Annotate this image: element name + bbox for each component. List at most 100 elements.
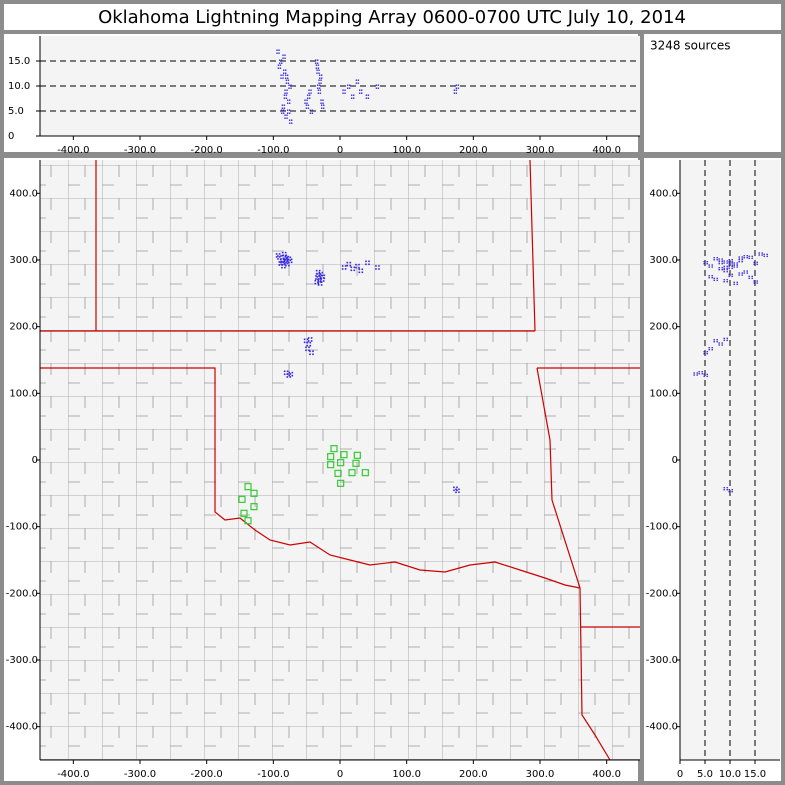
source-zy <box>726 269 728 271</box>
source-plan <box>317 279 320 282</box>
source-zy <box>723 260 725 262</box>
source-plan <box>286 373 289 375</box>
source-xz <box>342 89 344 91</box>
source-zy <box>756 261 758 264</box>
source-plan <box>350 269 353 272</box>
source-zy <box>723 265 725 268</box>
source-xz <box>357 79 360 81</box>
source-xz <box>291 119 293 121</box>
source-plan <box>281 251 284 254</box>
source-zy <box>731 265 733 268</box>
source-plan <box>286 376 289 378</box>
source-zy <box>728 273 730 276</box>
source-zy <box>723 487 725 489</box>
source-zy <box>723 269 725 271</box>
source-zy <box>711 275 713 277</box>
source-xz <box>309 112 312 114</box>
source-zy <box>703 375 705 378</box>
source-plan <box>319 280 322 282</box>
source-zy <box>711 349 713 351</box>
source-xz <box>285 69 287 71</box>
source-xz <box>316 69 318 71</box>
source-xz <box>286 92 288 94</box>
source-zy <box>706 263 708 265</box>
source-xz <box>277 67 280 69</box>
source-plan <box>358 268 361 271</box>
source-xz <box>455 89 458 91</box>
source-zy <box>728 264 730 266</box>
z-tick-label: 0 <box>677 769 683 780</box>
source-xz <box>455 92 458 94</box>
source-plan <box>361 271 364 274</box>
source-plan <box>306 338 309 341</box>
source-zy <box>726 339 728 342</box>
source-plan <box>307 340 310 342</box>
source-plan <box>321 274 324 277</box>
x-tick-label: 200.0 <box>459 145 488 156</box>
y-tick-label: -100.0 <box>6 522 38 533</box>
source-zy <box>718 344 720 346</box>
y-tick-label: 100.0 <box>9 388 38 399</box>
source-zy <box>718 261 720 263</box>
source-xz <box>375 87 378 89</box>
source-zy <box>726 281 728 283</box>
source-zy <box>753 280 755 282</box>
source-zy <box>758 254 760 256</box>
y-tick-label: -200.0 <box>6 588 38 599</box>
source-plan <box>285 254 288 257</box>
source-xz <box>359 89 361 91</box>
source-xz <box>276 52 278 54</box>
source-plan <box>353 269 356 272</box>
source-xz <box>284 89 286 91</box>
source-xz <box>282 54 284 56</box>
source-zy <box>733 281 735 284</box>
source-zy <box>746 257 748 259</box>
source-plan <box>312 353 314 356</box>
source-zy <box>738 272 740 274</box>
x-tick-label: 400.0 <box>592 769 621 780</box>
source-xz <box>285 74 287 76</box>
source-zy <box>701 371 703 373</box>
source-plan <box>344 265 347 267</box>
source-plan <box>284 258 287 261</box>
source-plan <box>344 268 347 270</box>
source-plan <box>318 269 321 272</box>
source-plan <box>314 282 317 285</box>
source-zy <box>726 267 728 270</box>
source-xz <box>287 79 290 81</box>
source-xz <box>288 84 290 86</box>
station <box>353 451 361 459</box>
source-zy <box>756 280 758 282</box>
source-xz <box>323 107 325 109</box>
source-zy <box>738 258 740 260</box>
source-zy <box>711 277 713 279</box>
source-zy <box>733 262 735 264</box>
source-xz <box>281 112 283 114</box>
source-plan <box>289 373 292 375</box>
source-plan <box>288 371 291 374</box>
source-zy <box>743 257 745 259</box>
source-xz <box>311 109 314 111</box>
source-xz <box>283 69 285 71</box>
source-zy <box>723 262 725 264</box>
source-plan <box>378 268 380 270</box>
source-xz <box>287 112 289 114</box>
source-zy <box>753 282 755 284</box>
y-tick-label: -200.0 <box>646 588 678 599</box>
source-xz <box>307 107 310 109</box>
source-zy <box>708 275 710 277</box>
source-xz <box>287 74 289 76</box>
source-xz <box>287 109 289 111</box>
source-plan <box>456 486 458 489</box>
y-tick-label: -400.0 <box>646 722 678 733</box>
x-tick-label: 300.0 <box>526 769 555 780</box>
source-xz <box>322 102 324 104</box>
x-tick-label: -300.0 <box>124 145 156 156</box>
source-xz <box>353 97 355 99</box>
source-plan <box>346 261 349 264</box>
source-plan <box>283 260 286 263</box>
z-tick-label: 15.0 <box>8 56 30 67</box>
source-xz <box>289 122 291 124</box>
source-xz <box>308 89 310 91</box>
source-plan <box>358 271 361 274</box>
